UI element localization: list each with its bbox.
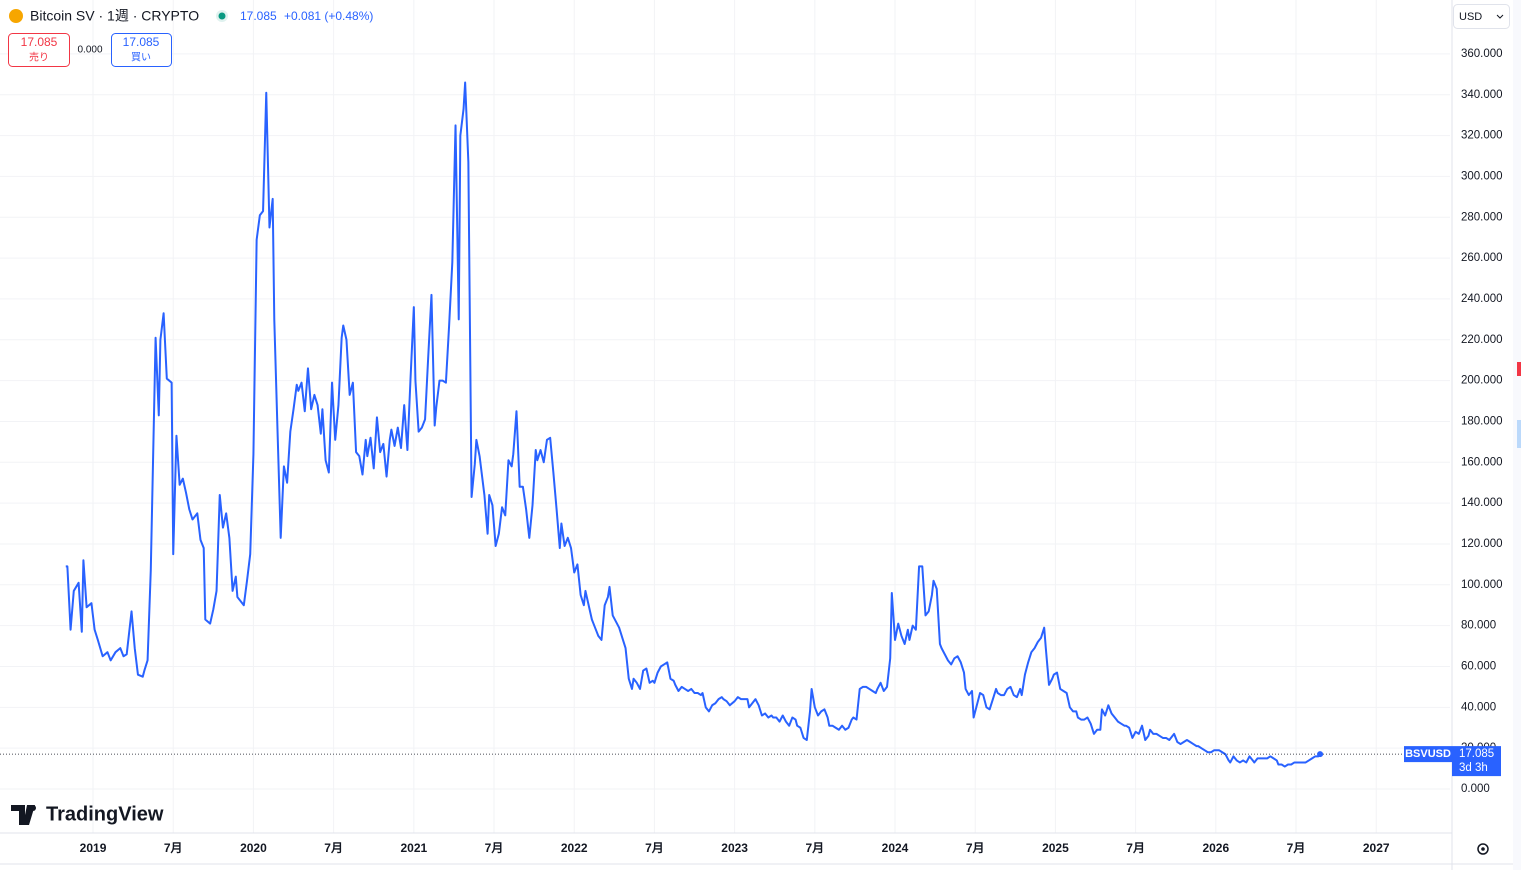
buy-label: 買い (131, 52, 151, 64)
y-tick-label: 60.000 (1461, 661, 1496, 673)
sell-label: 売り (29, 51, 49, 64)
buy-button[interactable] (111, 33, 172, 67)
settings-icon[interactable] (1477, 843, 1489, 855)
x-tick-label: 7月 (966, 841, 985, 855)
y-tick-label: 80.000 (1461, 620, 1496, 632)
side-marker (1517, 362, 1521, 376)
y-tick-label: 200.000 (1461, 375, 1503, 387)
series-name: BSVUSD (1405, 748, 1451, 760)
spread: 0.000 (77, 45, 102, 56)
y-tick-label: 40.000 (1461, 701, 1496, 713)
x-tick-label: 7月 (324, 841, 343, 855)
settings-icon-center (1481, 847, 1485, 851)
x-tick-label: 2019 (80, 841, 107, 855)
symbol-title[interactable]: Bitcoin SV · 1週 · CRYPTO (30, 8, 199, 24)
sell-price: 17.085 (21, 35, 58, 49)
dropdown-chevron (1496, 14, 1504, 19)
y-tick-label: 340.000 (1461, 89, 1503, 101)
x-tick-label: 7月 (1287, 841, 1306, 855)
y-tick-label: 160.000 (1461, 456, 1503, 468)
y-tick-label: 360.000 (1461, 48, 1503, 60)
x-tick-label: 2021 (400, 841, 427, 855)
y-tick-label: 320.000 (1461, 130, 1503, 142)
x-tick-label: 2027 (1363, 841, 1390, 855)
buy-price: 17.085 (123, 35, 160, 49)
x-tick-label: 7月 (1126, 841, 1145, 855)
x-tick-label: 7月 (485, 841, 504, 855)
currency-select[interactable] (1453, 4, 1510, 29)
market-status-dot (218, 12, 226, 20)
last-point (1317, 751, 1324, 758)
y-tick-label: 120.000 (1461, 538, 1503, 550)
y-tick-label: 140.000 (1461, 497, 1503, 509)
y-tick-label: 100.000 (1461, 579, 1503, 591)
y-tick-label: 280.000 (1461, 211, 1503, 223)
x-tick-label: 7月 (164, 841, 183, 855)
currency: USD (1459, 11, 1482, 23)
logo-text[interactable]: TradingView (46, 803, 164, 825)
x-tick-label: 2024 (882, 841, 909, 855)
y-tick-label: 220.000 (1461, 334, 1503, 346)
x-tick-label: 2022 (561, 841, 588, 855)
price-tag-countdown: 3d 3h (1459, 762, 1488, 774)
logo-mark (11, 805, 35, 825)
x-tick-label: 2025 (1042, 841, 1069, 855)
logo-dot (30, 805, 36, 811)
x-tick-label: 2020 (240, 841, 267, 855)
y-tick-label: 0.000 (1461, 783, 1490, 795)
series-tag (1404, 746, 1452, 763)
x-tick-label: 2026 (1202, 841, 1229, 855)
y-tick-label: 240.000 (1461, 293, 1503, 305)
sell-button[interactable] (8, 33, 70, 67)
side-marker (1517, 420, 1521, 448)
price-change: +0.081 (+0.48%) (284, 9, 373, 23)
y-tick-label: 180.000 (1461, 415, 1503, 427)
plot-area (0, 0, 1450, 833)
last-price: 17.085 (240, 9, 277, 23)
x-tick-label: 7月 (805, 841, 824, 855)
x-tick-label: 7月 (645, 841, 664, 855)
x-tick-label: 2023 (721, 841, 748, 855)
y-tick-label: 300.000 (1461, 170, 1503, 182)
price-tag (1452, 746, 1501, 777)
y-tick-label: 260.000 (1461, 252, 1503, 264)
price-tag-value: 17.085 (1459, 748, 1494, 760)
price-line (65, 81, 1321, 768)
symbol-icon (9, 9, 23, 23)
